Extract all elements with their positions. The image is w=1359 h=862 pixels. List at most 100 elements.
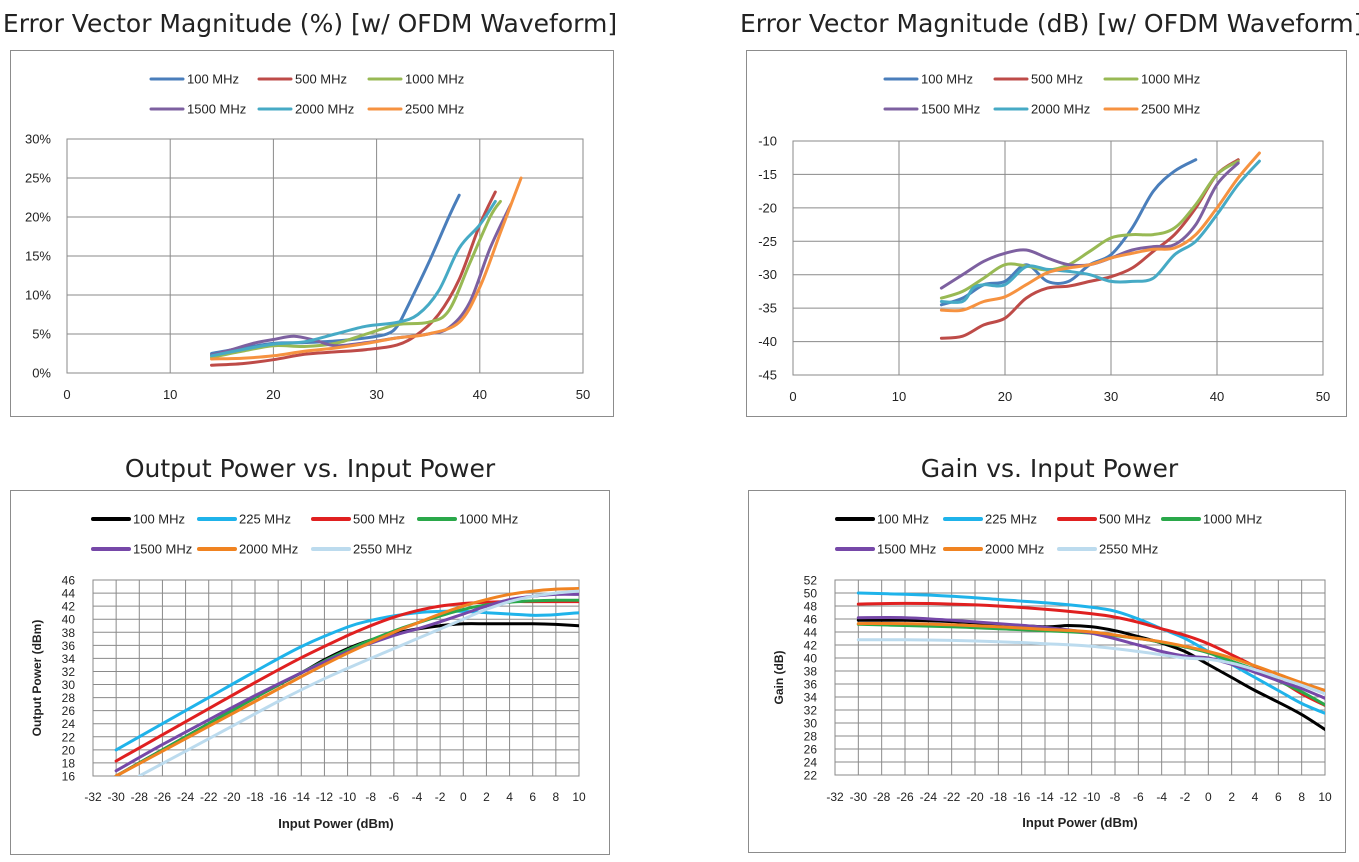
x-tick-label: -18: [246, 790, 264, 804]
x-tick-label: -10: [339, 790, 357, 804]
y-tick-label: 52: [804, 574, 818, 588]
chart-title: Error Vector Magnitude (%) [w/ OFDM Wave…: [2, 9, 618, 38]
series-lines: [210, 176, 523, 367]
legend-item: 1000 MHz: [1161, 512, 1262, 527]
x-tick-labels: -32 -30 -28 -26 -24 -22 -20 -18 -16 -14 -12 -10 -8 -6…: [826, 790, 1332, 804]
series-line-2000-mhz: [939, 159, 1261, 304]
evm-percent-chart: 0% 5% 10% 15% 20% 25% 30% 0 10 20 30 40 50 100 MHz 500…: [25, 72, 590, 403]
y-tick-label: 36: [62, 639, 76, 653]
x-tick-label: -10: [1083, 790, 1101, 804]
legend-label: 100 MHz: [921, 72, 973, 87]
y-tick-label: 50: [804, 587, 818, 601]
legend-item: 2000 MHz: [197, 542, 298, 557]
legend-label: 100 MHz: [133, 512, 185, 527]
y-tick-label: 44: [804, 626, 818, 640]
x-tick-label: -4: [1156, 790, 1167, 804]
legend: 100 MHz 225 MHz 500 MHz 1000 MHz 1500 MHz 200…: [835, 512, 1262, 557]
y-tick-label: 40: [804, 652, 818, 666]
y-tick-label: -25: [758, 234, 777, 249]
y-tick-label: -15: [758, 167, 777, 182]
x-tick-label: 10: [572, 790, 586, 804]
legend-item: 100 MHz: [883, 72, 973, 87]
x-tick-label: -24: [177, 790, 195, 804]
y-tick-label: 32: [62, 665, 76, 679]
x-tick-label: 2: [1228, 790, 1235, 804]
x-tick-label: -2: [1180, 790, 1191, 804]
legend-label: 500 MHz: [295, 72, 347, 87]
chart-area: 16 18 20 22 24 26 28 30 32 34 36 38 40 42 44 46 -32 -30 -2…: [10, 490, 610, 855]
legend-item: 1500 MHz: [883, 102, 980, 117]
legend-label: 2000 MHz: [295, 102, 354, 117]
chart-title: Error Vector Magnitude (dB) [w/ OFDM Wav…: [740, 9, 1359, 38]
legend-label: 225 MHz: [239, 512, 291, 527]
y-tick-label: 0%: [32, 366, 51, 381]
x-tick-label: -22: [200, 790, 218, 804]
x-tick-label: -14: [1036, 790, 1054, 804]
legend-item: 1500 MHz: [149, 102, 246, 117]
legend-item: 500 MHz: [1057, 512, 1151, 527]
x-tick-label: 10: [163, 387, 177, 402]
y-tick-label: -10: [758, 134, 777, 149]
x-tick-label: -26: [154, 790, 172, 804]
output-power-panel: Output Power vs. Input Power 16 18 20 22 24 2…: [0, 440, 620, 862]
legend-item: 1000 MHz: [1103, 72, 1200, 87]
x-tick-label: -4: [412, 790, 423, 804]
series-line-225-mhz: [856, 591, 1325, 715]
legend-label: 500 MHz: [1031, 72, 1083, 87]
series-line-500-mhz: [939, 158, 1240, 340]
legend-item: 1000 MHz: [417, 512, 518, 527]
legend-label: 1000 MHz: [1141, 72, 1200, 87]
legend-item: 225 MHz: [197, 512, 291, 527]
x-tick-label: -6: [389, 790, 400, 804]
x-tick-label: -26: [896, 790, 914, 804]
y-tick-label: 30: [804, 717, 818, 731]
series-line-2000-mhz: [210, 199, 497, 358]
y-tick-label: 20%: [25, 210, 51, 225]
legend-label: 2550 MHz: [353, 542, 412, 557]
legend-label: 1500 MHz: [187, 102, 246, 117]
gain-panel: Gain vs. Input Power 22 24 26 28 30 32 34 36 38 4…: [740, 440, 1359, 862]
legend-item: 100 MHz: [91, 512, 185, 527]
x-tick-labels: 0 10 20 30 40 50: [63, 387, 590, 402]
legend-label: 225 MHz: [985, 512, 1037, 527]
x-tick-label: 10: [892, 389, 906, 404]
legend: 100 MHz 500 MHz 1000 MHz 1500 MHz 2000 MHz 25…: [883, 72, 1200, 117]
legend-item: 2000 MHz: [943, 542, 1044, 557]
x-tick-label: 8: [1298, 790, 1305, 804]
y-tick-label: 34: [62, 652, 76, 666]
y-tick-label: 24: [62, 717, 76, 731]
x-tick-label: 40: [1210, 389, 1224, 404]
x-tick-label: -28: [873, 790, 891, 804]
legend-item: 2550 MHz: [311, 542, 412, 557]
x-tick-label: -8: [1110, 790, 1121, 804]
legend-label: 2000 MHz: [985, 542, 1044, 557]
legend-label: 100 MHz: [187, 72, 239, 87]
x-tick-label: 0: [63, 387, 70, 402]
y-tick-label: 40: [62, 613, 76, 627]
x-tick-label: 0: [789, 389, 796, 404]
x-tick-label: -8: [365, 790, 376, 804]
x-tick-label: 50: [1316, 389, 1330, 404]
series-line-2000-mhz: [114, 587, 579, 776]
legend-item: 500 MHz: [993, 72, 1083, 87]
series-line-2500-mhz: [939, 151, 1261, 313]
x-tick-label: 20: [998, 389, 1012, 404]
x-tick-label: -30: [107, 790, 125, 804]
x-tick-label: 6: [529, 790, 536, 804]
evm-db-panel: Error Vector Magnitude (dB) [w/ OFDM Wav…: [740, 0, 1359, 420]
y-tick-label: 15%: [25, 249, 51, 264]
y-tick-label: 46: [62, 574, 76, 588]
x-tick-label: -16: [269, 790, 287, 804]
legend-item: 2000 MHz: [257, 102, 354, 117]
x-tick-labels: -32 -30 -28 -26 -24 -22 -20 -18 -16 -14 -12 -10 -8 -6…: [84, 790, 586, 804]
y-tick-label: 26: [62, 704, 76, 718]
x-tick-label: 30: [369, 387, 383, 402]
x-tick-label: 4: [506, 790, 513, 804]
y-tick-label: 30: [62, 678, 76, 692]
x-tick-label: -12: [316, 790, 334, 804]
evm-percent-panel: Error Vector Magnitude (%) [w/ OFDM Wave…: [0, 0, 620, 420]
y-tick-label: 30%: [25, 132, 51, 147]
x-tick-label: 8: [553, 790, 560, 804]
legend-item: 2550 MHz: [1057, 542, 1158, 557]
y-tick-label: 34: [804, 691, 818, 705]
